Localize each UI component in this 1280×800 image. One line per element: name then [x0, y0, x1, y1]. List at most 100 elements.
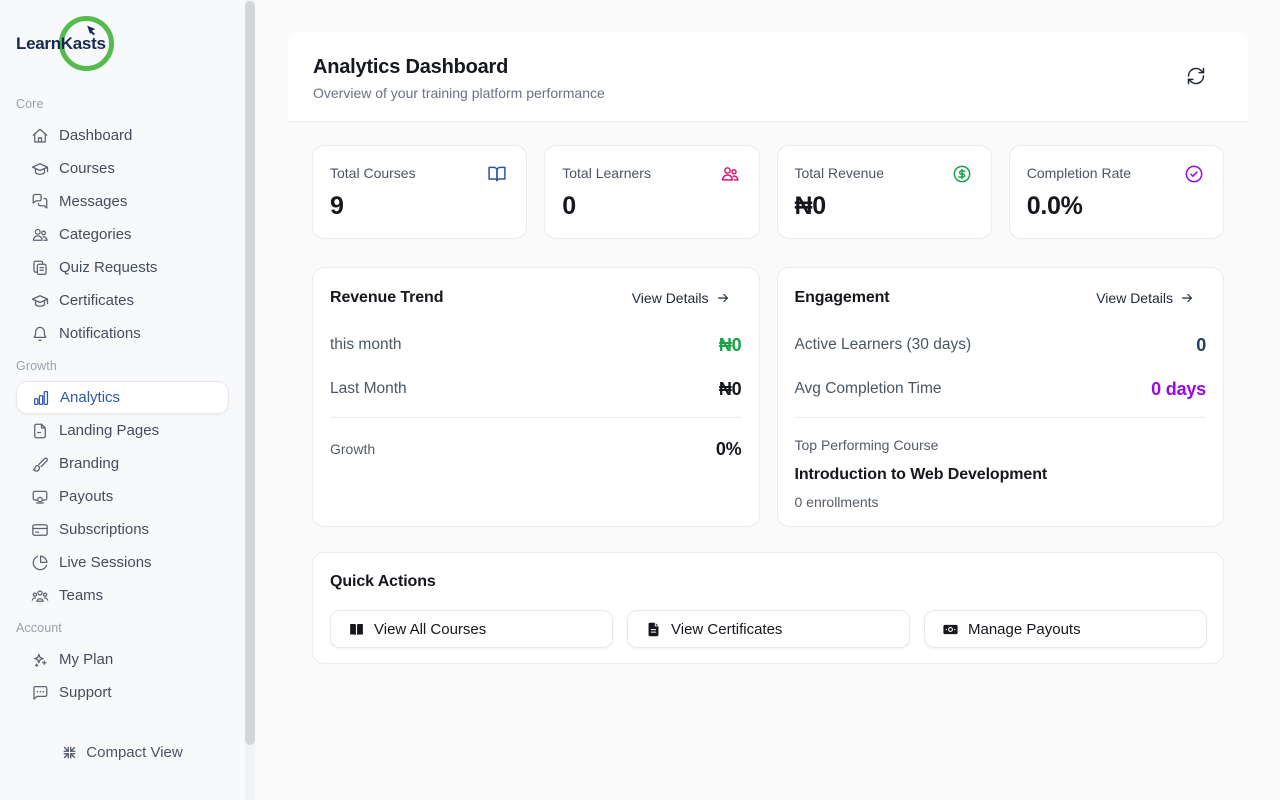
view-certificates-button[interactable]: View Certificates: [627, 610, 910, 648]
row-label: Growth: [330, 441, 376, 457]
sidebar-item-label: Dashboard: [59, 127, 133, 144]
logo-circle: [59, 16, 114, 71]
stat-label: Total Revenue: [794, 165, 885, 181]
refresh-button[interactable]: [1186, 66, 1206, 86]
section-label-growth: Growth: [16, 359, 57, 373]
sparkles-icon: [34, 653, 47, 667]
page-subtitle: Overview of your training platform perfo…: [313, 85, 605, 101]
section-label-core: Core: [16, 97, 44, 111]
sidebar-item-label: Support: [59, 684, 112, 701]
view-details-label: View Details: [1096, 290, 1173, 306]
divider: [794, 417, 1206, 418]
sidebar-item-live-sessions[interactable]: Live Sessions: [16, 546, 229, 579]
insight-row: Revenue Trend View Details this month ₦0…: [312, 267, 1224, 527]
manage-payouts-button[interactable]: Manage Payouts: [924, 610, 1207, 648]
dashboard-content: Total Courses 9 Total Learners 0 Total R…: [312, 145, 1224, 664]
quick-actions-card: Quick Actions View All Courses View Cert…: [312, 552, 1224, 664]
banknote-filled-icon: [943, 624, 958, 634]
view-details-label: View Details: [631, 290, 709, 306]
file-filled-icon: [648, 622, 659, 636]
revenue-trend-card: Revenue Trend View Details this month ₦0…: [312, 267, 760, 527]
users-icon: [720, 164, 740, 184]
row-value: 0%: [715, 438, 742, 459]
stat-label: Total Learners: [562, 165, 651, 181]
sidebar-item-messages[interactable]: Messages: [16, 185, 229, 218]
sidebar-item-label: Certificates: [59, 292, 135, 309]
row-label: Active Learners (30 days): [794, 336, 972, 353]
top-course-name: Introduction to Web Development: [794, 466, 1048, 483]
view-all-courses-button[interactable]: View All Courses: [330, 610, 613, 648]
arrow-right-icon: [717, 293, 728, 303]
row-value: 0: [1196, 334, 1206, 355]
sidebar-item-label: Courses: [59, 160, 115, 177]
sidebar: LearnKasts Core Dashboard Courses Messag…: [0, 0, 256, 800]
top-course-label: Top Performing Course: [794, 437, 939, 453]
file-icon: [34, 423, 46, 438]
quick-actions-row: View All Courses View Certificates Manag…: [330, 610, 1207, 648]
graduation-cap-icon: [31, 294, 49, 307]
engagement-card: Engagement View Details Active Learners …: [776, 267, 1224, 527]
stat-value: ₦0: [794, 192, 827, 220]
circle-check-icon: [1184, 164, 1204, 184]
sidebar-item-payouts[interactable]: Payouts: [16, 480, 229, 513]
compact-view-label: Compact View: [86, 744, 183, 761]
page-header: Analytics Dashboard Overview of your tra…: [288, 32, 1248, 122]
sidebar-item-dashboard[interactable]: Dashboard: [16, 119, 229, 152]
engagement-header: Engagement View Details: [795, 288, 1207, 308]
quick-action-label: View All Courses: [374, 620, 487, 638]
sidebar-item-teams[interactable]: Teams: [16, 579, 229, 612]
sidebar-item-support[interactable]: Support: [16, 676, 229, 709]
row-label: this month: [330, 336, 402, 353]
book-filled-icon: [350, 623, 363, 635]
bell-icon: [33, 326, 47, 341]
revenue-row-this-month: this month ₦0: [330, 335, 742, 355]
sidebar-item-quiz-requests[interactable]: Quiz Requests: [16, 251, 229, 284]
main-content: Analytics Dashboard Overview of your tra…: [256, 0, 1280, 800]
chat-dots-icon: [33, 685, 48, 700]
section-label-account: Account: [16, 621, 62, 635]
page-title: Analytics Dashboard: [313, 56, 509, 78]
sidebar-scrollbar-thumb[interactable]: [245, 1, 255, 745]
revenue-trend-header: Revenue Trend View Details: [330, 288, 742, 308]
sidebar-item-label: Branding: [59, 455, 120, 472]
book-open-icon: [487, 164, 507, 184]
row-label: Last Month: [330, 380, 407, 397]
revenue-view-details-link[interactable]: View Details: [632, 290, 742, 306]
engagement-view-details-link[interactable]: View Details: [1096, 290, 1206, 306]
engagement-row-completion-time: Avg Completion Time 0 days: [795, 379, 1207, 399]
sidebar-item-branding[interactable]: Branding: [16, 447, 229, 480]
divider: [330, 417, 742, 418]
stat-card-total-courses: Total Courses 9: [312, 145, 528, 239]
brand-name: LearnKasts: [16, 34, 106, 53]
sidebar-item-analytics[interactable]: Analytics: [16, 381, 229, 414]
stat-card-total-revenue: Total Revenue ₦0: [776, 145, 992, 239]
sidebar-item-label: Analytics: [60, 389, 121, 406]
stat-label: Total Courses: [330, 165, 416, 181]
sidebar-item-landing-pages[interactable]: Landing Pages: [16, 414, 229, 447]
compact-view-toggle[interactable]: Compact View: [0, 744, 245, 761]
sidebar-item-certificates[interactable]: Certificates: [16, 284, 229, 317]
sidebar-item-label: Payouts: [59, 488, 114, 505]
sidebar-nav: Core Dashboard Courses Messages Categori…: [0, 88, 245, 709]
sidebar-item-label: Messages: [59, 193, 128, 210]
quick-actions-title: Quick Actions: [330, 573, 436, 590]
top-course-enrollments: 0 enrollments: [794, 494, 879, 510]
stats-grid: Total Courses 9 Total Learners 0 Total R…: [312, 145, 1224, 239]
paintbrush-icon: [32, 457, 48, 472]
engagement-row-active-learners: Active Learners (30 days) 0: [795, 335, 1207, 355]
sidebar-item-label: My Plan: [59, 651, 114, 668]
stat-card-total-learners: Total Learners 0: [544, 145, 760, 239]
sidebar-item-label: Categories: [59, 226, 132, 243]
sidebar-item-subscriptions[interactable]: Subscriptions: [16, 513, 229, 546]
sidebar-item-notifications[interactable]: Notifications: [16, 317, 229, 350]
stat-value: 0: [562, 192, 576, 220]
quick-action-label: View Certificates: [671, 620, 783, 638]
row-value: 0 days: [1151, 378, 1206, 399]
sidebar-item-courses[interactable]: Courses: [16, 152, 229, 185]
cursor-icon: [87, 25, 96, 36]
sidebar-item-categories[interactable]: Categories: [16, 218, 229, 251]
credit-card-icon: [32, 523, 48, 536]
sidebar-item-my-plan[interactable]: My Plan: [16, 643, 229, 676]
sidebar-item-label: Notifications: [59, 325, 141, 342]
graduation-cap-icon: [31, 162, 49, 175]
